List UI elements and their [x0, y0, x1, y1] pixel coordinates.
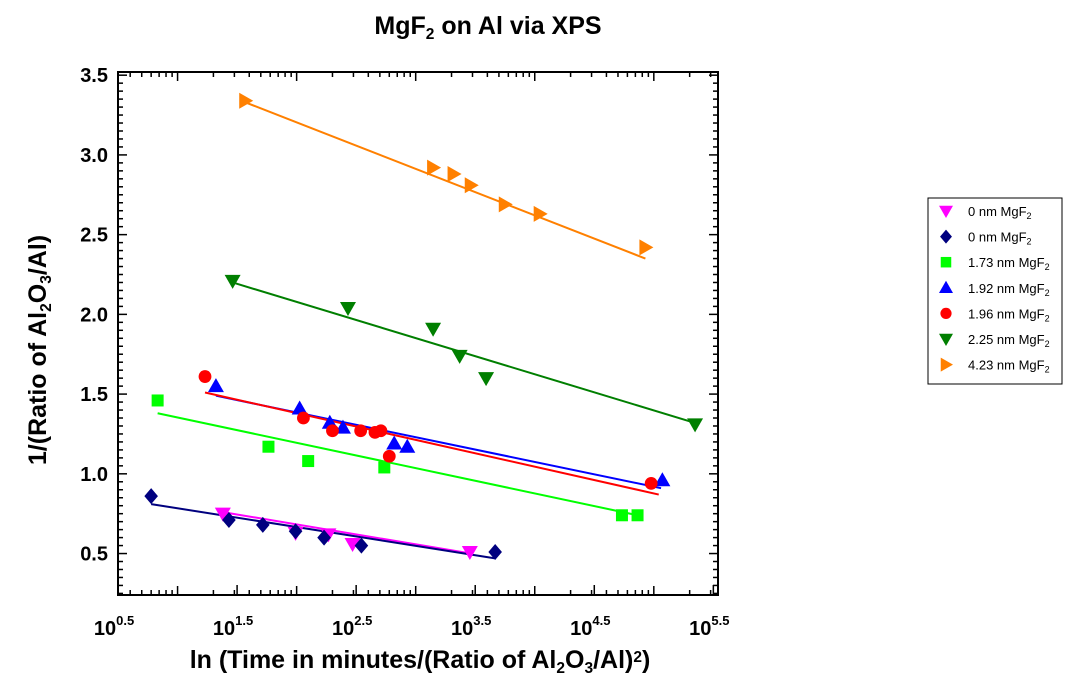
- legend-label: 1.92 nm MgF2: [968, 281, 1050, 298]
- data-point-square: [615, 509, 628, 522]
- data-point-square: [302, 455, 315, 468]
- data-point-square: [940, 256, 952, 268]
- data-point-triangle-right: [639, 239, 654, 256]
- y-tick-label: 2.5: [80, 225, 108, 247]
- legend-label: 4.23 nm MgF2: [968, 358, 1050, 375]
- legend-box: [927, 197, 1063, 385]
- data-point-diamond: [222, 512, 236, 529]
- data-point-diamond: [144, 488, 158, 505]
- x-tick-label: 103.5: [451, 613, 491, 640]
- x-tick-label: 105.5: [689, 613, 729, 640]
- data-point-circle: [382, 449, 396, 463]
- x-axis-ticks: 100.5 101.5 102.5 103.5 104.5 105.5: [94, 72, 730, 640]
- data-point-triangle-right: [427, 159, 442, 176]
- data-point-square: [378, 461, 391, 474]
- data-point-triangle-up: [939, 280, 953, 294]
- data-point-circle: [374, 424, 388, 438]
- data-point-triangle-down: [339, 301, 356, 316]
- data-point-triangle-down: [939, 205, 953, 218]
- data-point-diamond: [488, 543, 502, 560]
- data-point-circle: [354, 424, 368, 438]
- y-axis-label: 1/(Ratio of Al2O3/Al): [24, 235, 55, 465]
- x-tick-label: 102.5: [332, 613, 372, 640]
- data-point-diamond: [256, 516, 270, 533]
- data-point-triangle-down: [939, 333, 953, 346]
- data-point-triangle-up: [654, 472, 671, 487]
- data-point-diamond: [317, 529, 331, 546]
- plot-area: [117, 71, 719, 596]
- legend-label: 1.73 nm MgF2: [968, 255, 1050, 272]
- data-point-circle: [940, 307, 952, 319]
- data-point-triangle-down: [478, 372, 495, 387]
- data-point-triangle-down: [224, 274, 241, 289]
- data-point-triangle-up: [386, 435, 403, 450]
- data-point-square: [631, 509, 644, 522]
- data-point-circle: [326, 424, 339, 438]
- data-point-triangle-down: [687, 418, 704, 433]
- data-point-triangle-right: [447, 166, 462, 183]
- fit-line-6: [244, 101, 646, 260]
- data-point-triangle-up: [334, 419, 351, 434]
- y-tick-label: 1.5: [80, 384, 108, 406]
- fit-lines: [150, 101, 695, 560]
- data-points: [144, 92, 704, 560]
- data-point-square: [151, 394, 164, 407]
- data-point-triangle-right: [940, 357, 953, 372]
- data-point-triangle-right: [239, 92, 254, 109]
- legend-label: 1.96 nm MgF2: [968, 306, 1050, 323]
- data-point-triangle-down: [461, 545, 478, 560]
- data-point-circle: [297, 411, 310, 425]
- x-tick-label: 101.5: [213, 613, 253, 640]
- data-point-triangle-up: [207, 378, 224, 393]
- data-point-triangle-down: [344, 537, 361, 552]
- data-point-diamond: [354, 537, 369, 554]
- x-tick-label: 100.5: [94, 613, 134, 640]
- data-point-circle: [198, 370, 212, 383]
- data-point-triangle-up: [291, 400, 308, 415]
- y-tick-label: 3.0: [80, 145, 108, 167]
- chart-title: MgF2 on Al via XPS: [374, 12, 601, 43]
- y-tick-label: 2.0: [80, 304, 108, 326]
- fit-line-0: [222, 511, 471, 555]
- data-point-triangle-down: [451, 349, 468, 364]
- x-tick-label: 104.5: [570, 613, 610, 640]
- data-point-diamond: [288, 523, 303, 540]
- y-tick-label: 1.0: [80, 464, 108, 486]
- data-point-triangle-up: [399, 438, 416, 453]
- y-tick-label: 3.5: [80, 65, 108, 87]
- legend-label: 0 nm MgF2: [968, 230, 1032, 247]
- fit-line-2: [157, 412, 638, 517]
- y-tick-label: 0.5: [80, 544, 108, 566]
- y-axis-ticks: 0.5 1.0 1.5 2.0 2.5 3.0 3.5: [80, 65, 718, 595]
- data-point-triangle-right: [464, 177, 479, 194]
- data-point-diamond: [940, 229, 952, 244]
- fit-line-4: [204, 391, 659, 496]
- legend-label: 2.25 nm MgF2: [968, 332, 1050, 349]
- data-point-square: [262, 440, 275, 453]
- plot-frame: [117, 71, 719, 596]
- legend-label: 0 nm MgF2: [968, 204, 1032, 221]
- data-point-triangle-right: [498, 196, 513, 213]
- data-point-triangle-right: [533, 205, 548, 222]
- legend: 0 nm MgF2 0 nm MgF2 1.73 nm MgF2 1.92 nm Mg…: [927, 197, 1063, 385]
- data-point-triangle-down: [425, 322, 442, 337]
- data-point-circle: [644, 476, 658, 490]
- data-point-triangle-down: [214, 507, 231, 522]
- x-axis-label: ln (Time in minutes/(Ratio of Al2O3/Al)2…: [190, 646, 651, 677]
